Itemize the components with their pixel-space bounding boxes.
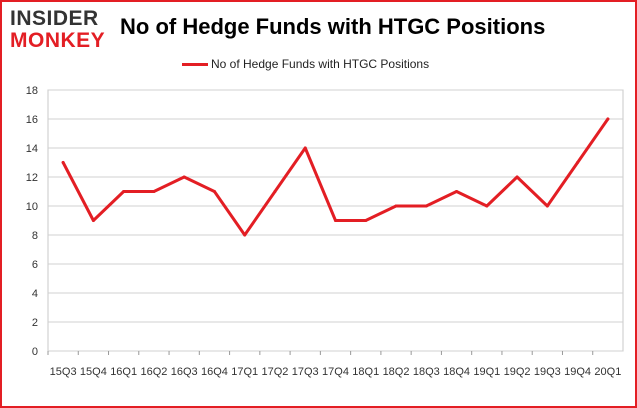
x-tick-label: 16Q4 [201, 366, 228, 378]
x-tick-label: 16Q3 [171, 366, 198, 378]
data-point [334, 219, 337, 222]
legend-label: No of Hedge Funds with HTGC Positions [211, 57, 430, 71]
y-tick-label: 18 [26, 85, 38, 97]
data-point [212, 190, 216, 193]
x-tick-label: 20Q1 [594, 366, 621, 378]
x-tick-label: 16Q2 [140, 366, 167, 378]
x-tick-label: 17Q3 [292, 366, 319, 378]
x-tick-label: 19Q1 [473, 366, 500, 378]
data-point [182, 175, 186, 179]
x-tick-label: 18Q1 [352, 366, 379, 378]
data-point [152, 190, 156, 193]
x-tick-label: 17Q4 [322, 366, 349, 378]
x-tick-label: 16Q1 [110, 366, 137, 378]
logo-line-1: INSIDER [10, 7, 99, 30]
y-tick-label: 16 [26, 114, 38, 126]
logo-line-2: MONKEY [10, 29, 106, 52]
y-tick-label: 0 [32, 346, 38, 358]
data-point [606, 117, 610, 121]
x-tick-label: 15Q4 [80, 366, 107, 378]
data-point [424, 204, 428, 208]
x-tick-label: 18Q3 [413, 366, 440, 378]
y-tick-label: 6 [32, 259, 38, 271]
x-tick-label: 18Q2 [383, 366, 410, 378]
data-point [364, 219, 368, 222]
chart-title: No of Hedge Funds with HTGC Positions [120, 14, 546, 39]
chart-legend: No of Hedge Funds with HTGC Positions [182, 56, 429, 72]
data-point [91, 219, 95, 222]
insider-monkey-logo: INSIDER MONKEY [10, 8, 118, 52]
data-point [303, 146, 307, 150]
y-tick-label: 4 [32, 288, 38, 300]
data-point [515, 175, 519, 179]
data-point [455, 190, 459, 193]
data-point [545, 204, 549, 208]
y-tick-label: 12 [26, 172, 38, 184]
y-tick-label: 2 [32, 317, 38, 329]
x-tick-label: 15Q3 [50, 366, 77, 378]
y-tick-label: 8 [32, 230, 38, 242]
x-tick-label: 19Q2 [504, 366, 531, 378]
x-tick-label: 17Q2 [262, 366, 289, 378]
x-tick-label: 17Q1 [231, 366, 258, 378]
legend-swatch [182, 62, 208, 66]
x-tick-label: 18Q4 [443, 366, 470, 378]
data-point [122, 190, 126, 193]
data-point [61, 161, 65, 164]
data-point [394, 204, 398, 208]
data-point [576, 161, 580, 164]
y-tick-label: 14 [26, 143, 38, 155]
data-point [485, 204, 489, 208]
x-tick-label: 19Q4 [564, 366, 591, 378]
x-tick-label: 19Q3 [534, 366, 561, 378]
data-point [243, 233, 247, 237]
data-point [273, 190, 277, 193]
y-tick-label: 10 [26, 201, 38, 213]
